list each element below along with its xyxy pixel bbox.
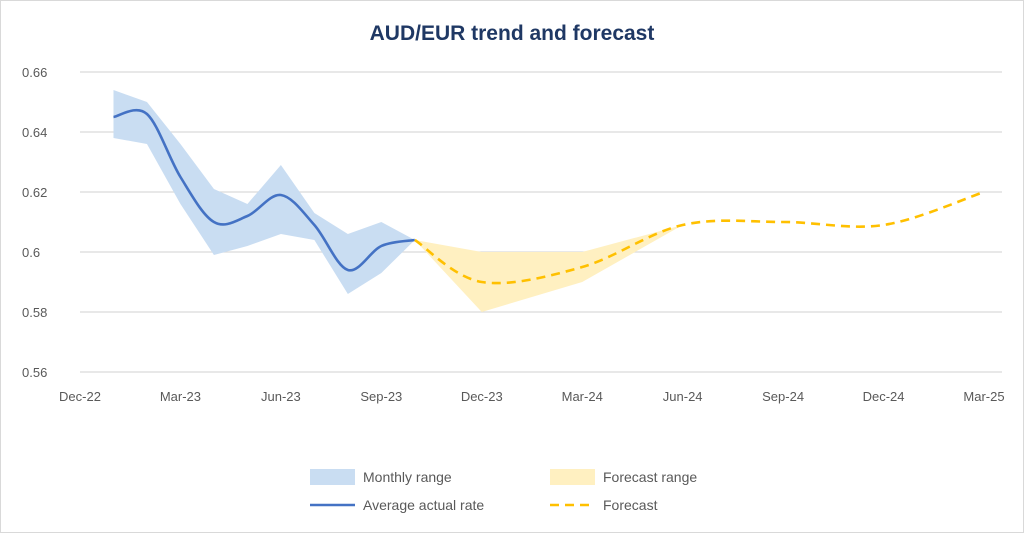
legend-item: Forecast range [550, 469, 697, 485]
x-tick-label: Jun-24 [663, 389, 703, 404]
legend-label: Forecast range [603, 469, 697, 485]
y-tick-label: 0.66 [22, 65, 47, 80]
legend-label: Average actual rate [363, 497, 484, 513]
x-tick-label: Mar-25 [963, 389, 1004, 404]
legend-item: Average actual rate [310, 497, 484, 513]
legend-swatch [550, 469, 595, 485]
y-tick-label: 0.6 [22, 245, 40, 260]
legend-label: Monthly range [363, 469, 452, 485]
monthly-range-band [113, 90, 415, 294]
y-tick-label: 0.62 [22, 185, 47, 200]
y-tick-label: 0.58 [22, 305, 47, 320]
forecast-line [414, 190, 985, 285]
legend-item: Forecast [550, 497, 658, 513]
chart-title: AUD/EUR trend and forecast [370, 22, 655, 45]
y-tick-label: 0.56 [22, 365, 47, 380]
legend-item: Monthly range [310, 469, 452, 485]
x-tick-label: Mar-24 [562, 389, 603, 404]
x-tick-label: Sep-24 [762, 389, 804, 404]
average-actual-rate-line [113, 108, 416, 272]
y-tick-label: 0.64 [22, 125, 47, 140]
legend-label: Forecast [603, 497, 658, 513]
x-tick-label: Jun-23 [261, 389, 301, 404]
legend-swatch [310, 469, 355, 485]
x-tick-label: Mar-23 [160, 389, 201, 404]
x-tick-label: Sep-23 [360, 389, 402, 404]
x-tick-label: Dec-22 [59, 389, 101, 404]
x-tick-label: Dec-24 [863, 389, 905, 404]
forecast-range-band [414, 225, 683, 312]
x-tick-label: Dec-23 [461, 389, 503, 404]
